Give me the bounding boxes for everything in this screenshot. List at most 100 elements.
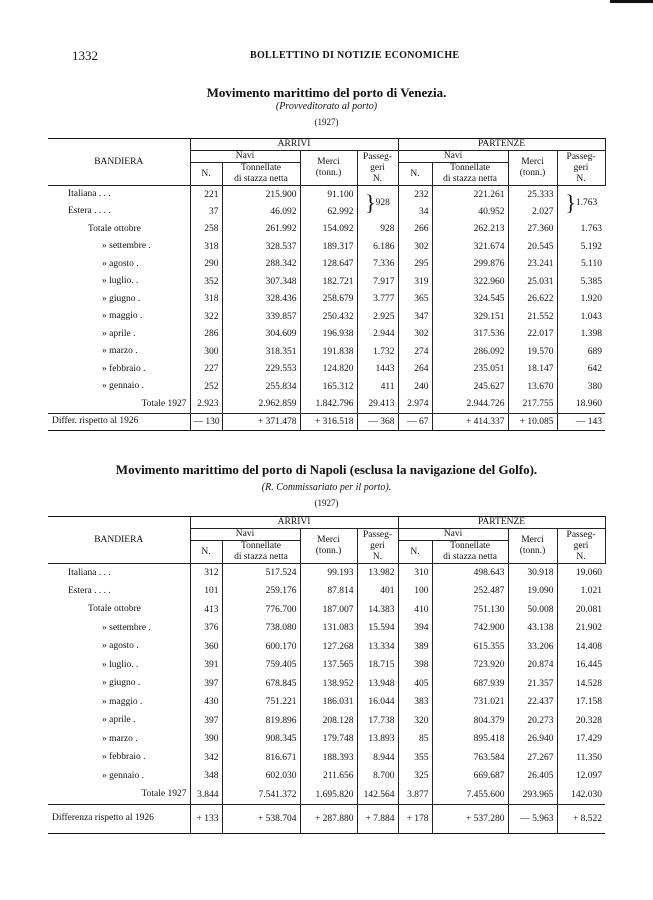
data-row: Totale ottobre 258 261.992 154.092 928 266 262… (48, 220, 606, 238)
data-cell: 360 (189, 637, 222, 656)
data-cell: 816.671 (221, 748, 300, 767)
row-label: » aprile . (102, 328, 136, 339)
row-label: Italiana . . . (68, 567, 111, 578)
data-cell: 101 (189, 582, 222, 601)
data-cell: 339.857 (221, 308, 300, 326)
data-cell: 1.695.820 (299, 785, 357, 804)
data-row: » aprile . 397 819.896 208.128 17.738 320 804.… (48, 711, 606, 730)
data-cell: 179.748 (299, 730, 357, 749)
data-row: Differenza rispetto al 1926 + 133 + 538.70… (48, 803, 606, 835)
data-cell: 250.432 (299, 308, 357, 326)
data-cell: 410 (397, 600, 433, 619)
row-label: » settembre . (102, 241, 151, 252)
page-number: 1332 (72, 48, 98, 63)
data-cell: 13.893 (356, 730, 399, 749)
data-cell: 3.844 (189, 785, 222, 804)
data-cell: 299.876 (431, 255, 509, 273)
data-cell: 46.092 (221, 203, 300, 221)
header-row: Navi Merci (tonn.) Passeg- geri N. Navi Merc… (48, 150, 606, 186)
data-cell: 266 (397, 220, 433, 238)
data-cell: 288.342 (221, 255, 300, 273)
data-cell: 759.405 (221, 656, 300, 675)
data-cell: 776.700 (221, 600, 300, 619)
data-cell: 14.528 (556, 674, 606, 693)
data-cell: 229.553 (221, 360, 300, 378)
data-cell: 100 (397, 582, 433, 601)
data-cell: + 537.280 (431, 803, 509, 835)
data-cell: 5.192 (556, 238, 606, 256)
data-cell: 328.436 (221, 290, 300, 308)
data-cell: 29.413 (356, 395, 399, 413)
row-label: Totale 1927 (141, 789, 187, 799)
data-cell: 322.960 (431, 273, 509, 291)
data-cell: 355 (397, 748, 433, 767)
header-cell: Merci (tonn.) (299, 528, 358, 564)
table-body: Italiana . . . 221 215.900 91.100}928 232 221… (48, 185, 606, 431)
data-cell: + 414.337 (431, 412, 509, 431)
data-cell: 62.992 (299, 203, 357, 221)
table-title: Movimento marittimo del porto di Venezia… (206, 85, 447, 100)
data-cell: 895.418 (431, 730, 509, 749)
table-head: BANDIERA ARRIVI PARTENZE Navi Merci (tonn.) P… (48, 138, 606, 186)
data-cell: 324.545 (431, 290, 509, 308)
header-cell: N. (189, 540, 223, 564)
data-cell: 33.206 (507, 637, 558, 656)
data-row: Estera . . . . 101 259.176 87.814 401 100 252.… (48, 582, 606, 601)
data-cell: 293.965 (507, 785, 558, 804)
data-cell: 390 (189, 730, 222, 749)
table-body: Italiana . . . 312 517.524 99.193 13.982 310 4… (48, 563, 606, 835)
data-cell: 25.031 (507, 273, 558, 291)
data-cell: 37 (189, 203, 222, 221)
brace: } (365, 190, 376, 216)
header-cell: Navi (397, 150, 509, 163)
data-cell: 430 (189, 693, 222, 712)
data-cell: 17.738 (356, 711, 399, 730)
data-cell: 365 (397, 290, 433, 308)
data-cell: 91.100 (299, 185, 357, 203)
data-cell: 329.151 (431, 308, 509, 326)
data-cell: 1.842.796 (299, 395, 357, 413)
header-cell: PARTENZE (397, 138, 606, 151)
data-cell: 389 (397, 637, 433, 656)
header-cell: Merci (tonn.) (507, 150, 558, 186)
data-cell: 2.944.726 (431, 395, 509, 413)
data-table: BANDIERA ARRIVI PARTENZE Navi Merci (tonn.) P… (48, 516, 606, 835)
data-cell: 413 (189, 600, 222, 619)
data-cell: 3.777 (356, 290, 399, 308)
data-row: Totale 1927 2.923 2.962.859 1.842.796 29.413… (48, 395, 606, 413)
data-cell: 34 (397, 203, 433, 221)
data-cell: 804.379 (431, 711, 509, 730)
data-cell: 196.938 (299, 325, 357, 343)
data-cell: 383 (397, 693, 433, 712)
header-row: BANDIERA ARRIVI PARTENZE (48, 516, 606, 564)
data-cell: 30.918 (507, 563, 558, 582)
row-label: Differenza rispetto al 1926 (48, 803, 190, 835)
table-year: (1927) (314, 498, 339, 508)
data-cell: 13.948 (356, 674, 399, 693)
header-cell: Merci (tonn.) (299, 150, 358, 186)
data-cell: 87.814 (299, 582, 357, 601)
data-row: » settembre . 318 328.537 189.317 6.186 302 32… (48, 238, 606, 256)
data-cell: 2.974 (397, 395, 433, 413)
data-cell: 398 (397, 656, 433, 675)
data-cell: 16.044 (356, 693, 399, 712)
data-cell: 3.877 (397, 785, 433, 804)
row-label: Totale ottobre (88, 604, 141, 615)
data-row: » agosto . 290 288.342 128.647 7.336 295 299.8… (48, 255, 606, 273)
row-label: Differ. rispetto al 1926 (48, 412, 190, 431)
corner-rule (610, 0, 653, 3)
data-cell: 227 (189, 360, 222, 378)
data-cell: 26.622 (507, 290, 558, 308)
data-cell: 689 (556, 343, 606, 361)
data-cell: 165.312 (299, 378, 357, 396)
data-cell: 310 (397, 563, 433, 582)
data-row: » marzo . 300 318.351 191.838 1.732 274 286.09… (48, 343, 606, 361)
header-cell: Navi (397, 528, 509, 541)
data-cell: 5.110 (556, 255, 606, 273)
data-cell: 208.128 (299, 711, 357, 730)
data-cell: 252 (189, 378, 222, 396)
header-cell: Passeg- geri N. (356, 150, 399, 186)
data-cell: 286 (189, 325, 222, 343)
header-cell: N. (397, 540, 433, 564)
data-cell: 15.594 (356, 619, 399, 638)
